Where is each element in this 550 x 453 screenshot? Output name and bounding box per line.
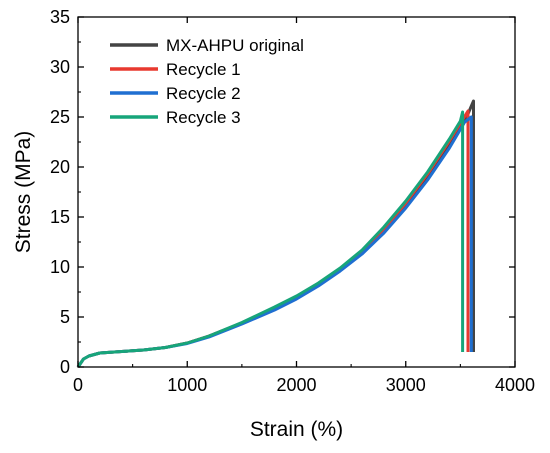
series-line-2 [76,109,470,368]
x-tick-label-3: 3000 [386,375,426,395]
ticks-layer: 0 1000 2000 3000 4000 0 5 10 15 20 25 30 35 [50,7,535,395]
x-tick-label-4: 4000 [495,375,535,395]
legend-label-3: Recycle 2 [166,84,241,103]
series-layer [76,99,475,368]
series-line-4 [76,110,465,368]
legend-label-4: Recycle 3 [166,108,241,127]
legend-label-1: MX-AHPU original [166,36,304,55]
legend: MX-AHPU original Recycle 1 Recycle 2 Recycl… [110,36,304,127]
y-tick-label-0: 0 [60,357,70,377]
y-tick-label-3: 15 [50,207,70,227]
legend-label-2: Recycle 1 [166,60,241,79]
y-axis-title: Stress (MPa) [12,131,35,254]
y-tick-label-4: 20 [50,157,70,177]
x-tick-label-2: 2000 [276,375,316,395]
y-tick-label-5: 25 [50,107,70,127]
x-tick-label-1: 1000 [167,375,207,395]
x-axis-title: Strain (%) [250,418,343,441]
y-tick-label-6: 30 [50,57,70,77]
y-tick-label-1: 5 [60,307,70,327]
series-line-3 [76,115,473,368]
y-tick-label-7: 35 [50,7,70,27]
y-tick-label-2: 10 [50,257,70,277]
x-tick-label-0: 0 [73,375,83,395]
series-line-1 [76,99,475,368]
